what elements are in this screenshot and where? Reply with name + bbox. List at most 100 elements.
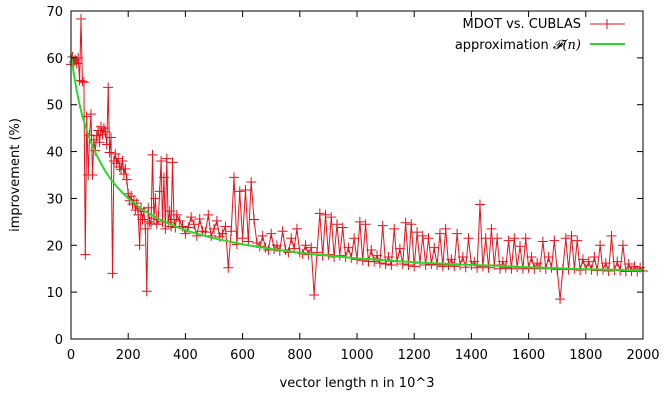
data-point-measured xyxy=(117,155,128,166)
data-point-measured xyxy=(311,247,322,258)
data-point-measured xyxy=(107,268,118,279)
data-point-measured xyxy=(520,233,531,244)
data-point-measured xyxy=(77,76,88,87)
data-point-measured xyxy=(68,57,79,68)
data-point-measured xyxy=(515,241,526,252)
data-point-measured xyxy=(440,223,451,234)
data-point-measured xyxy=(104,147,115,158)
data-point-measured xyxy=(320,209,331,220)
data-point-measured xyxy=(589,252,600,262)
data-point-measured xyxy=(76,13,87,24)
data-point-measured xyxy=(164,206,175,217)
data-point-measured xyxy=(174,215,185,226)
y-tick-label: 40 xyxy=(46,146,63,161)
legend-marker-measured xyxy=(602,19,612,29)
data-point-measured xyxy=(203,209,214,220)
data-point-measured xyxy=(606,230,617,241)
data-point-measured xyxy=(575,265,586,276)
data-point-measured xyxy=(160,223,171,234)
data-point-measured xyxy=(577,254,588,265)
data-point-measured xyxy=(603,266,614,277)
data-point-measured xyxy=(449,261,460,272)
data-point-measured xyxy=(188,219,199,230)
data-point-measured xyxy=(400,217,411,228)
data-point-measured xyxy=(349,233,360,244)
legend-approx-word: approximation xyxy=(455,38,549,53)
y-tick-label: 0 xyxy=(55,333,63,348)
x-tick-label: 2000 xyxy=(626,348,659,363)
data-point-measured xyxy=(266,228,277,239)
data-point-measured xyxy=(191,230,202,241)
data-point-measured xyxy=(113,153,124,164)
data-point-measured xyxy=(209,223,219,234)
data-point-measured xyxy=(143,202,154,213)
data-point-measured xyxy=(337,222,348,233)
y-tick-label: 70 xyxy=(46,5,63,20)
data-point-measured xyxy=(87,170,98,180)
x-tick-label: 1800 xyxy=(569,348,602,363)
data-point-measured xyxy=(147,149,158,160)
data-point-measured xyxy=(526,252,537,262)
data-point-measured xyxy=(500,262,511,273)
data-point-measured xyxy=(237,233,248,244)
data-point-measured xyxy=(555,294,566,305)
data-point-measured xyxy=(423,233,434,244)
data-point-measured xyxy=(377,220,388,231)
data-point-measured xyxy=(543,252,554,262)
data-point-measured xyxy=(309,289,320,300)
data-point-measured xyxy=(220,221,231,232)
data-point-measured xyxy=(161,153,172,164)
axes: 0 200 400 600 800 1000 1200 1400 1600 1800 2000 0 10… xyxy=(46,5,659,363)
data-point-measured xyxy=(194,214,205,225)
data-point-measured xyxy=(226,226,237,237)
data-point-measured xyxy=(154,186,165,197)
data-point-measured xyxy=(229,172,240,183)
data-point-measured xyxy=(110,148,121,159)
data-point-measured xyxy=(240,184,251,195)
data-point-measured xyxy=(80,249,91,260)
data-point-measured xyxy=(223,262,234,273)
data-point-measured xyxy=(141,286,152,297)
x-axis-label: vector length n in 10^3 xyxy=(280,376,435,391)
data-point-measured xyxy=(480,233,491,244)
data-point-measured xyxy=(549,235,560,246)
plot-series xyxy=(66,13,648,305)
data-point-measured xyxy=(354,216,365,227)
legend-label-measured: MDOT vs. CUBLAS xyxy=(463,17,581,32)
y-tick-label: 50 xyxy=(46,99,63,114)
data-point-measured xyxy=(120,163,131,174)
data-point-measured xyxy=(592,265,603,276)
data-point-measured xyxy=(537,236,548,247)
data-point-measured xyxy=(343,242,354,253)
y-axis-label: improvement (%) xyxy=(8,118,23,232)
data-point-measured xyxy=(417,230,428,241)
data-point-measured xyxy=(420,259,431,270)
data-point-measured xyxy=(552,264,563,275)
data-point-measured xyxy=(623,259,634,270)
data-point-measured xyxy=(94,137,105,148)
data-point-measured xyxy=(217,228,228,239)
data-point-measured xyxy=(91,130,102,141)
x-tick-label: 200 xyxy=(116,348,141,363)
series-line-measured xyxy=(70,18,644,300)
data-point-measured xyxy=(331,219,342,230)
y-tick-label: 30 xyxy=(46,192,63,207)
data-point-measured xyxy=(369,256,380,267)
data-point-measured xyxy=(314,208,325,219)
data-point-measured xyxy=(474,199,485,210)
data-point-measured xyxy=(486,223,497,234)
data-point-measured xyxy=(509,233,520,244)
data-point-measured xyxy=(612,256,623,267)
data-point-measured xyxy=(360,219,371,230)
data-point-measured xyxy=(366,244,377,255)
data-point-measured xyxy=(249,214,260,225)
data-point-measured xyxy=(156,155,167,166)
data-point-measured xyxy=(121,174,132,185)
data-point-measured xyxy=(452,228,463,239)
plot-frame xyxy=(70,10,644,340)
data-point-measured xyxy=(140,223,151,234)
data-point-measured xyxy=(186,212,197,223)
data-point-measured xyxy=(286,233,297,244)
data-point-measured xyxy=(412,227,423,238)
